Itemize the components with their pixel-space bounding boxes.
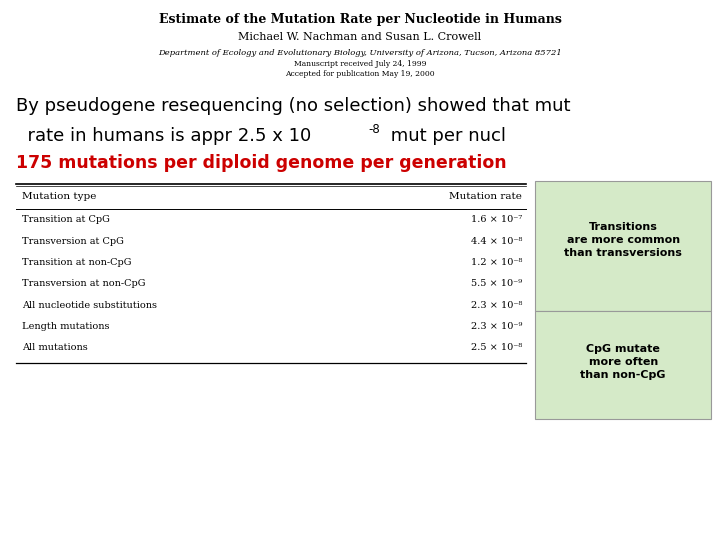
Text: 4.4 × 10⁻⁸: 4.4 × 10⁻⁸ — [471, 237, 522, 246]
Text: 1.6 × 10⁻⁷: 1.6 × 10⁻⁷ — [471, 215, 522, 224]
FancyBboxPatch shape — [535, 181, 711, 310]
Text: By pseudogene resequencing (no selection) showed that mut: By pseudogene resequencing (no selection… — [16, 97, 570, 115]
Text: 2.3 × 10⁻⁹: 2.3 × 10⁻⁹ — [471, 322, 522, 331]
Text: Manuscript received July 24, 1999: Manuscript received July 24, 1999 — [294, 60, 426, 69]
Text: Transition at CpG: Transition at CpG — [22, 215, 109, 224]
Text: 2.3 × 10⁻⁸: 2.3 × 10⁻⁸ — [471, 301, 522, 309]
Text: 5.5 × 10⁻⁹: 5.5 × 10⁻⁹ — [471, 279, 522, 288]
Text: Transversion at non-CpG: Transversion at non-CpG — [22, 279, 145, 288]
Text: -8: -8 — [369, 123, 380, 136]
FancyBboxPatch shape — [535, 310, 711, 419]
Text: Mutation type: Mutation type — [22, 192, 96, 201]
Text: Mutation rate: Mutation rate — [449, 192, 522, 201]
Text: mut per nucl: mut per nucl — [385, 127, 506, 145]
Text: All mutations: All mutations — [22, 343, 87, 352]
Text: Department of Ecology and Evolutionary Biology, University of Arizona, Tucson, A: Department of Ecology and Evolutionary B… — [158, 49, 562, 57]
Text: Transition at non-CpG: Transition at non-CpG — [22, 258, 131, 267]
Text: Length mutations: Length mutations — [22, 322, 109, 331]
Text: All nucleotide substitutions: All nucleotide substitutions — [22, 301, 157, 309]
Text: Michael W. Nachman and Susan L. Crowell: Michael W. Nachman and Susan L. Crowell — [238, 32, 482, 43]
Text: rate in humans is appr 2.5 x 10: rate in humans is appr 2.5 x 10 — [16, 127, 311, 145]
Text: Transitions
are more common
than transversions: Transitions are more common than transve… — [564, 222, 682, 259]
Text: 2.5 × 10⁻⁸: 2.5 × 10⁻⁸ — [471, 343, 522, 352]
Text: CpG mutate
more often
than non-CpG: CpG mutate more often than non-CpG — [580, 343, 666, 380]
Text: 1.2 × 10⁻⁸: 1.2 × 10⁻⁸ — [471, 258, 522, 267]
Text: Estimate of the Mutation Rate per Nucleotide in Humans: Estimate of the Mutation Rate per Nucleo… — [158, 14, 562, 26]
Text: Accepted for publication May 19, 2000: Accepted for publication May 19, 2000 — [285, 70, 435, 78]
Text: 175 mutations per diploid genome per generation: 175 mutations per diploid genome per gen… — [16, 154, 506, 172]
Text: Transversion at CpG: Transversion at CpG — [22, 237, 123, 246]
